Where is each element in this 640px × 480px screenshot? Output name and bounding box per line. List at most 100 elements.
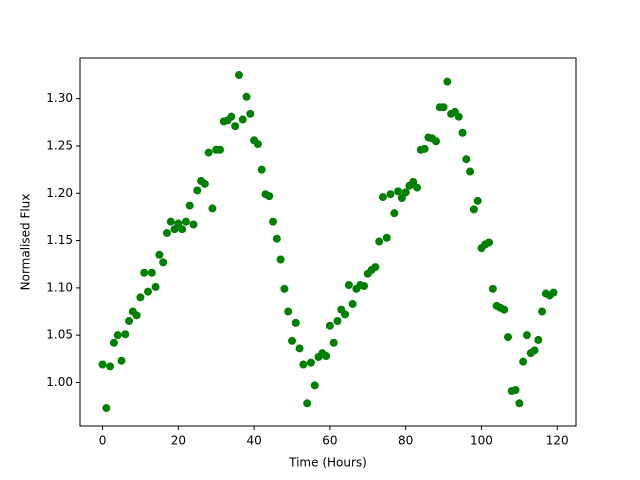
point: [125, 316, 134, 325]
point: [310, 381, 319, 390]
point: [272, 234, 281, 243]
point: [333, 316, 342, 325]
point: [106, 362, 115, 371]
point: [454, 112, 463, 121]
x-tick-label: 40: [246, 434, 261, 448]
point: [227, 112, 236, 121]
x-tick-label: 0: [99, 434, 107, 448]
point: [98, 360, 107, 369]
point: [109, 338, 118, 347]
point: [488, 284, 497, 293]
point: [234, 71, 243, 80]
point: [102, 404, 111, 413]
x-tick-label: 60: [322, 434, 337, 448]
point: [242, 92, 251, 101]
point: [295, 344, 304, 353]
point: [303, 399, 312, 408]
point: [538, 307, 547, 316]
point: [511, 386, 520, 395]
point: [549, 288, 558, 297]
point: [382, 233, 391, 242]
point: [329, 338, 338, 347]
point: [151, 282, 160, 291]
point: [322, 351, 331, 360]
point: [341, 310, 350, 319]
y-tick-label: 1.15: [46, 233, 73, 247]
point: [159, 258, 168, 267]
point: [140, 268, 149, 277]
point: [117, 356, 126, 365]
point: [132, 311, 141, 320]
point: [269, 217, 278, 226]
point: [155, 250, 164, 259]
point: [401, 188, 410, 197]
point: [170, 225, 179, 234]
y-axis-label: Normalised Flux: [19, 194, 33, 291]
point: [181, 217, 190, 226]
point: [174, 219, 183, 228]
x-tick-label: 20: [171, 434, 186, 448]
point: [257, 165, 266, 174]
point: [147, 268, 156, 277]
point: [503, 333, 512, 342]
point: [534, 335, 543, 344]
plot-frame: [79, 57, 577, 427]
point: [530, 346, 539, 355]
point: [515, 399, 524, 408]
point: [204, 148, 213, 157]
point: [291, 318, 300, 327]
point: [246, 109, 255, 118]
point: [208, 204, 217, 213]
point: [348, 299, 357, 308]
point: [284, 307, 293, 316]
point: [397, 194, 406, 203]
point: [519, 357, 528, 366]
point: [420, 144, 429, 153]
y-tick-label: 1.10: [46, 280, 73, 294]
point: [189, 220, 198, 229]
point: [121, 330, 130, 339]
point: [371, 263, 380, 272]
point: [522, 331, 531, 340]
point: [253, 140, 262, 149]
point: [458, 128, 467, 137]
point: [288, 336, 297, 345]
point: [276, 255, 285, 264]
point: [500, 305, 509, 314]
point: [409, 177, 418, 186]
point: [238, 115, 247, 124]
point: [265, 192, 274, 201]
y-tick-label: 1.05: [46, 328, 73, 342]
point: [378, 193, 387, 202]
point: [144, 287, 153, 296]
y-tick-label: 1.20: [46, 186, 73, 200]
point: [193, 186, 202, 195]
x-axis-label: Time (Hours): [288, 456, 367, 470]
point: [166, 217, 175, 226]
point: [306, 358, 315, 367]
point: [113, 331, 122, 340]
point: [469, 205, 478, 214]
point: [431, 137, 440, 146]
point: [473, 196, 482, 205]
x-tick-label: 100: [470, 434, 493, 448]
point: [359, 281, 368, 290]
point: [231, 122, 240, 131]
point: [178, 225, 187, 234]
point: [439, 103, 448, 112]
y-tick-label: 1.30: [46, 91, 73, 105]
point: [485, 238, 494, 247]
point: [185, 201, 194, 210]
point: [390, 209, 399, 218]
point: [136, 293, 145, 302]
y-tick-label: 1.25: [46, 138, 73, 152]
point: [162, 229, 171, 238]
point: [394, 187, 403, 196]
point: [386, 190, 395, 199]
point: [200, 179, 209, 188]
point: [325, 321, 334, 330]
point: [375, 237, 384, 246]
point: [443, 77, 452, 86]
point: [299, 360, 308, 369]
